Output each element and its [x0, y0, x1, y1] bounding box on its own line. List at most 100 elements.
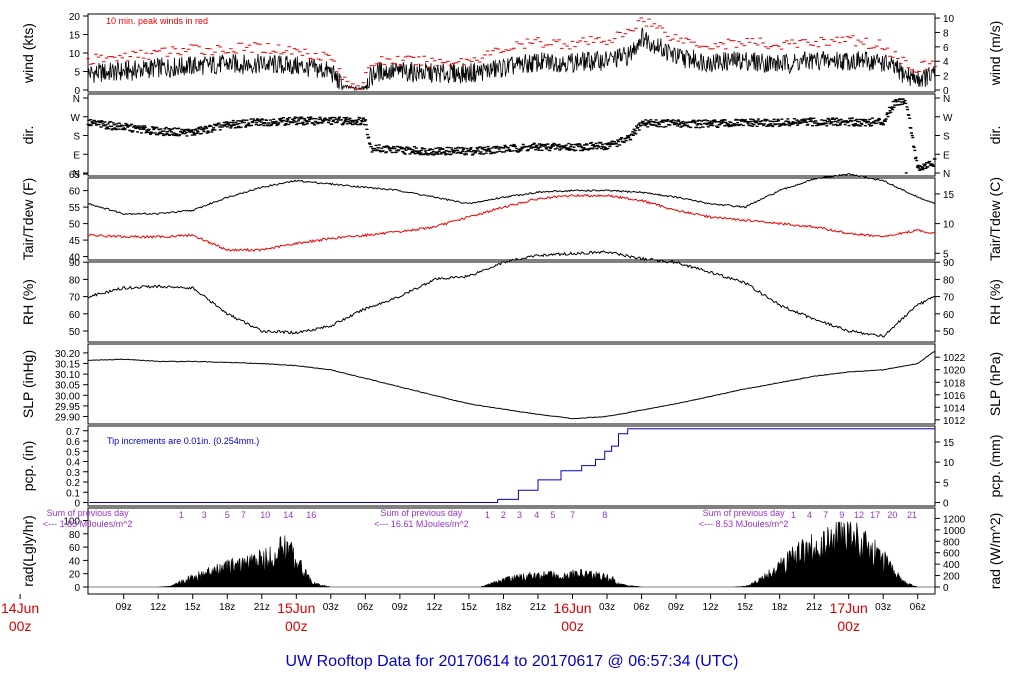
day-marker-time: 00z	[285, 618, 308, 634]
wind-y-right-tick-label: 4	[943, 57, 949, 68]
dir-y-right-tick-label: W	[943, 113, 953, 124]
rh-y-tick-label: 60	[69, 310, 81, 321]
pcp-y-tick-label: 0.1	[66, 488, 80, 499]
rad-hour-mark: 1	[791, 510, 796, 520]
slp-y-tick-label: 30.15	[55, 360, 80, 371]
x-tick-label: 21z	[254, 602, 270, 613]
x-tick-label: 18z	[219, 602, 235, 613]
dir-y-tick-label: S	[73, 132, 80, 143]
wind-panel-frame	[87, 13, 936, 93]
wind-y-tick-label: 5	[74, 68, 80, 79]
rad-y-right-tick-label: 800	[943, 537, 960, 548]
rad-hour-mark: 14	[283, 510, 293, 520]
x-tick-label: 03z	[323, 602, 339, 613]
rh-series-line	[87, 250, 936, 338]
rad-day-sum-label: Sum of previous day	[703, 508, 786, 518]
x-tick-label: 12z	[426, 602, 442, 613]
x-tick-label: 21z	[530, 602, 546, 613]
pcp-y-tick-label: 0.5	[66, 447, 80, 458]
rad-hour-mark: 3	[517, 510, 522, 520]
rh-y-axis-label: RH (%)	[20, 279, 36, 325]
rad-y-right-tick-label: 200	[943, 572, 960, 583]
pcp-y-tick-label: 0	[74, 499, 80, 510]
pcp-y-right-tick-label: 0	[943, 499, 949, 510]
slp-y-right-tick-label: 1016	[943, 391, 966, 402]
rh-y-tick-label: 90	[69, 258, 81, 269]
pcp-y-right-tick-label: 15	[943, 438, 955, 449]
rh-y-tick-label: 80	[69, 275, 81, 286]
x-tick-label: 18z	[495, 602, 511, 613]
rad-hour-mark: 4	[534, 510, 539, 520]
slp-y-tick-label: 29.90	[55, 413, 80, 424]
pcp-y-tick-label: 0.7	[66, 427, 80, 438]
wind-y-tick-label: 20	[69, 12, 81, 23]
rh-y-axis-label-right: RH (%)	[987, 279, 1003, 325]
rh-y-right-tick-label: 60	[943, 310, 955, 321]
dir-y-tick-label: E	[73, 150, 80, 161]
x-tick-label: 03z	[875, 602, 891, 613]
rad-y-tick-label: 0	[74, 583, 80, 594]
wind-y-right-tick-label: 8	[943, 28, 949, 39]
rh-y-right-tick-label: 80	[943, 275, 955, 286]
rad-day-sum-label: Sum of previous day	[47, 508, 130, 518]
day-marker-date: 16Jun	[553, 600, 591, 616]
temp-y-tick-label: 60	[69, 187, 81, 198]
temp-y-tick-label: 45	[69, 236, 81, 247]
pcp-y-tick-label: 0.3	[66, 468, 80, 479]
x-tick-label: 06z	[910, 602, 926, 613]
x-tick-label: 12z	[150, 602, 166, 613]
rad-hour-mark: 2	[501, 510, 506, 520]
slp-y-axis-label: SLP (inHg)	[20, 350, 36, 418]
rh-y-tick-label: 50	[69, 327, 81, 338]
wind-series-line	[87, 27, 936, 92]
temp-y-axis-label: Tair/Tdew (F)	[20, 178, 36, 260]
dir-y-right-tick-label: N	[943, 94, 950, 105]
rad-hour-mark: 8	[602, 510, 607, 520]
rh-y-right-tick-label: 70	[943, 293, 955, 304]
slp-y-right-tick-label: 1022	[943, 353, 966, 364]
rad-y-right-tick-label: 400	[943, 560, 960, 571]
day-marker-date: 15Jun	[277, 600, 315, 616]
rad-hour-mark: 16	[306, 510, 316, 520]
temp-y-tick-label: 65	[69, 170, 81, 181]
rad-hour-mark: 17	[870, 510, 880, 520]
day-marker-date: 17Jun	[830, 600, 868, 616]
rad-y-right-tick-label: 0	[943, 583, 949, 594]
x-tick-label: 09z	[392, 602, 408, 613]
slp-y-tick-label: 30.20	[55, 349, 80, 360]
rad-y-right-tick-label: 1000	[943, 526, 966, 537]
slp-panel-frame	[87, 343, 936, 425]
pcp-y-axis-label-right: pcp. (mm)	[987, 435, 1003, 498]
wind-y-tick-label: 0	[74, 86, 80, 97]
rh-y-right-tick-label: 50	[943, 327, 955, 338]
dir-y-right-tick-label: N	[943, 169, 950, 180]
rh-y-right-tick-label: 90	[943, 258, 955, 269]
pcp-y-tick-label: 0.2	[66, 478, 80, 489]
slp-y-right-tick-label: 1014	[943, 403, 966, 414]
rad-hour-mark: 3	[202, 510, 207, 520]
temp-y-axis-label-right: Tair/Tdew (C)	[987, 177, 1003, 261]
chart-title: UW Rooftop Data for 20170614 to 20170617…	[286, 653, 739, 670]
rad-hour-mark: 12	[854, 510, 864, 520]
slp-y-tick-label: 29.95	[55, 402, 80, 413]
dir-y-right-tick-label: E	[943, 150, 950, 161]
rad-hour-mark: 7	[570, 510, 575, 520]
x-tick-label: 06z	[633, 602, 649, 613]
x-tick-label: 06z	[357, 602, 373, 613]
rad-series-area	[88, 521, 935, 588]
day-marker-time: 00z	[9, 618, 32, 634]
rad-day-sum-value: <--- 1.83 MJoules/m^2	[43, 519, 133, 529]
dir-panel-frame	[87, 93, 936, 177]
rad-hour-mark: 1	[179, 510, 184, 520]
wind-y-tick-label: 15	[69, 31, 81, 42]
pcp-y-right-tick-label: 10	[943, 458, 955, 469]
slp-y-tick-label: 30.00	[55, 391, 80, 402]
pcp-y-tick-label: 0.6	[66, 437, 80, 448]
slp-series-line	[87, 350, 936, 420]
wind-y-axis-label: wind (kts)	[20, 23, 36, 84]
rad-day-sum-label: Sum of previous day	[380, 508, 463, 518]
rad-hour-mark: 20	[887, 510, 897, 520]
temp-y-tick-label: 40	[69, 253, 81, 264]
rad-hour-mark: 5	[550, 510, 555, 520]
